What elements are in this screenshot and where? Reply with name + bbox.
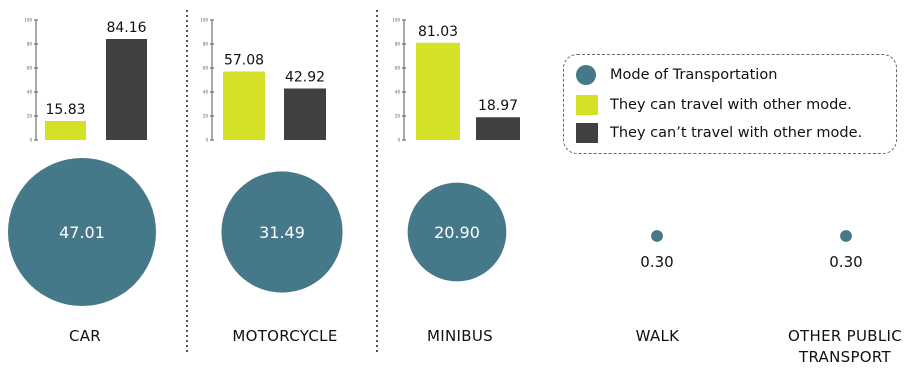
- circle-car: [8, 158, 156, 306]
- circle-other-public-transport: [840, 230, 852, 242]
- y-tick-label-minibus-40: 40: [395, 90, 401, 95]
- legend-label-mode: Mode of Transportation: [610, 67, 778, 83]
- legend-item-mode: Mode of Transportation: [576, 65, 777, 85]
- y-tick-label-car-80: 80: [27, 42, 33, 47]
- circle-value-other-public-transport: 0.30: [829, 253, 862, 271]
- y-tick-label-motorcycle-60: 60: [203, 66, 209, 71]
- circle-walk: [651, 230, 663, 242]
- data-label-can-minibus: 81.03: [418, 24, 458, 40]
- legend-item-can: They can travel with other mode.: [576, 95, 852, 115]
- legend: Mode of Transportation They can travel w…: [563, 54, 897, 154]
- y-tick-label-minibus-100: 100: [392, 18, 400, 23]
- y-tick-label-car-100: 100: [24, 18, 32, 23]
- category-label-motorcycle: MOTORCYCLE: [232, 327, 338, 345]
- data-label-cannot-minibus: 18.97: [478, 98, 518, 114]
- data-label-cannot-motorcycle: 42.92: [285, 69, 325, 85]
- legend-marker-can: [576, 95, 598, 115]
- y-tick-label-car-0: 0: [29, 138, 32, 143]
- bar-can-car: [45, 121, 86, 140]
- category-label-car: CAR: [68, 327, 102, 345]
- y-tick-label-motorcycle-0: 0: [205, 138, 208, 143]
- y-tick-label-car-40: 40: [27, 90, 33, 95]
- y-tick-label-minibus-0: 0: [397, 138, 400, 143]
- y-tick-label-minibus-20: 20: [395, 114, 401, 119]
- data-label-can-car: 15.83: [45, 102, 85, 118]
- y-tick-label-minibus-60: 60: [395, 66, 401, 71]
- circle-value-car: 47.01: [59, 223, 105, 242]
- category-label-minibus: MINIBUS: [427, 327, 493, 345]
- legend-label-cannot: They can’t travel with other mode.: [610, 125, 863, 141]
- y-tick-label-motorcycle-20: 20: [203, 114, 209, 119]
- y-tick-label-motorcycle-40: 40: [203, 90, 209, 95]
- circle-value-walk: 0.30: [640, 253, 673, 271]
- y-tick-label-car-20: 20: [27, 114, 33, 119]
- y-tick-label-motorcycle-80: 80: [203, 42, 209, 47]
- bar-can-minibus: [416, 42, 460, 140]
- legend-item-cannot: They can’t travel with other mode.: [576, 123, 862, 143]
- data-label-can-motorcycle: 57.08: [224, 53, 264, 69]
- category-label-walk: WALK: [635, 327, 680, 345]
- legend-marker-cannot: [576, 123, 598, 143]
- category-label-other-public-transport: OTHER PUBLIC TRANSPORT: [787, 327, 903, 366]
- y-tick-label-motorcycle-100: 100: [200, 18, 208, 23]
- legend-marker-mode: [576, 65, 596, 85]
- circle-motorcycle: [221, 171, 343, 293]
- y-tick-label-car-60: 60: [27, 66, 33, 71]
- circle-value-motorcycle: 31.49: [259, 223, 305, 242]
- bar-cannot-minibus: [476, 117, 520, 140]
- y-tick-label-minibus-80: 80: [395, 42, 401, 47]
- bar-cannot-motorcycle: [284, 88, 326, 140]
- data-label-cannot-car: 84.16: [106, 20, 146, 36]
- circle-value-minibus: 20.90: [434, 223, 480, 242]
- bar-cannot-car: [106, 39, 147, 141]
- circle-minibus: [407, 182, 507, 282]
- bar-can-motorcycle: [223, 71, 265, 140]
- legend-label-can: They can travel with other mode.: [610, 97, 852, 113]
